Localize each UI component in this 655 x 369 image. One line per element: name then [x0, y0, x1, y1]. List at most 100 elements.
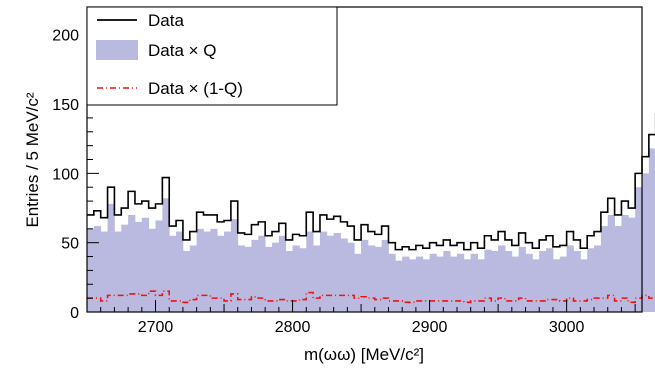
data-q-bar — [306, 231, 314, 312]
data-q-bar — [415, 256, 424, 312]
data-q-bar — [114, 231, 122, 312]
data-q-bar — [491, 251, 499, 312]
x-tick-label: 3000 — [549, 319, 585, 336]
data-q-bar — [176, 231, 184, 312]
data-q-bar — [642, 173, 650, 312]
data-q-bar — [251, 239, 259, 312]
data-q-bar — [498, 245, 506, 312]
legend: Data Data × Q Data × (1-Q) — [86, 6, 338, 106]
x-tick-label: 2900 — [412, 319, 448, 336]
data-q-bar — [169, 235, 177, 312]
data-q-bar — [100, 231, 108, 312]
legend-label-data: Data — [148, 11, 184, 30]
data-q-bar — [587, 248, 595, 312]
data-q-bar — [347, 242, 355, 312]
data-q-bar — [340, 238, 348, 312]
data-q-bar — [525, 253, 533, 312]
data-q-bar — [648, 148, 655, 312]
data-q-bar — [546, 248, 554, 312]
data-q-bar — [539, 251, 547, 312]
data-q-bar — [552, 259, 561, 312]
data-q-bar — [285, 251, 293, 312]
data-q-bar — [93, 226, 102, 312]
data-q-bar — [374, 246, 383, 312]
y-axis-title: Entries / 5 MeV/c² — [23, 92, 42, 227]
data-q-bar — [511, 256, 520, 312]
data-q-bar — [354, 253, 362, 312]
data-q-bar — [326, 235, 335, 312]
data-q-bar — [272, 242, 280, 312]
data-q-bar — [402, 256, 410, 312]
data-q-bar — [457, 253, 465, 312]
data-q-bar — [628, 217, 636, 312]
data-q-bar — [409, 259, 417, 312]
y-tick-label: 100 — [52, 166, 79, 183]
data-q-bar — [504, 251, 513, 312]
plot-area — [87, 112, 655, 312]
data-q-bar — [210, 228, 218, 312]
data-q-bar — [196, 228, 204, 312]
data-q-bar — [450, 256, 458, 312]
x-tick-label: 2800 — [275, 319, 311, 336]
data-q-bar — [182, 251, 191, 312]
data-q-bar — [203, 231, 211, 312]
data-q-bar — [230, 219, 239, 312]
x-tick-label: 2700 — [138, 319, 174, 336]
data-q-bar — [189, 245, 198, 312]
x-axis-title: m(ωω) [MeV/c²] — [304, 345, 424, 364]
data-q-bar — [470, 253, 478, 312]
data-q-bar — [128, 214, 136, 312]
data-q-bar — [121, 224, 129, 312]
data-q-bar — [162, 198, 170, 312]
data-q-bar — [594, 245, 602, 312]
data-q-bar — [635, 187, 643, 312]
data-q-bar — [134, 221, 143, 312]
data-q-bar — [600, 226, 609, 312]
data-q-bar — [244, 246, 252, 312]
data-q-bar — [395, 260, 403, 312]
data-q-bar — [518, 246, 526, 312]
data-q-bar — [566, 245, 574, 312]
legend-label-data-q: Data × Q — [148, 41, 217, 60]
data-q-bar — [388, 253, 396, 312]
data-q-bar — [224, 231, 232, 312]
data-q-bar — [292, 245, 300, 312]
data-q-bar — [148, 228, 156, 312]
data-q-bar — [278, 235, 287, 312]
data-q-bar — [463, 259, 472, 312]
data-q-bar — [621, 214, 629, 312]
data-q-bar — [381, 239, 389, 312]
data-q-bar — [559, 256, 568, 312]
data-q-bar — [107, 203, 115, 312]
data-q-bar — [607, 214, 615, 312]
y-tick-label: 150 — [52, 97, 79, 114]
data-q-bar — [313, 245, 321, 312]
y-tick-label: 50 — [61, 236, 79, 253]
data-line — [87, 112, 655, 251]
data-q-bar — [429, 253, 437, 312]
data-q-bar — [422, 259, 430, 312]
data-q-bar — [265, 246, 273, 312]
y-tick-label: 0 — [70, 305, 79, 322]
y-tick-label: 200 — [52, 28, 79, 45]
legend-swatch-data-q — [96, 40, 138, 60]
data-q-bar — [614, 226, 622, 312]
data-q-bar — [443, 251, 451, 312]
data-q-bar — [299, 248, 307, 312]
data-q-bar — [477, 259, 485, 312]
data-q-bar — [361, 239, 369, 312]
data-q-bar — [580, 259, 588, 312]
data-q-bar — [141, 217, 150, 312]
axes: 2700 2800 2900 3000 0 50 100 150 200 — [52, 6, 636, 336]
data-q-bar — [333, 232, 341, 312]
data-q-bar — [155, 220, 163, 312]
data-q-bar — [484, 249, 492, 312]
data-q-bar — [436, 256, 444, 312]
data-q-bar — [258, 235, 266, 312]
data-q-bar — [217, 235, 225, 312]
data-q-bar — [319, 231, 328, 312]
data-q-bar — [532, 259, 540, 312]
data-q-bar — [573, 251, 581, 312]
legend-label-data-1mq: Data × (1-Q) — [148, 79, 243, 98]
